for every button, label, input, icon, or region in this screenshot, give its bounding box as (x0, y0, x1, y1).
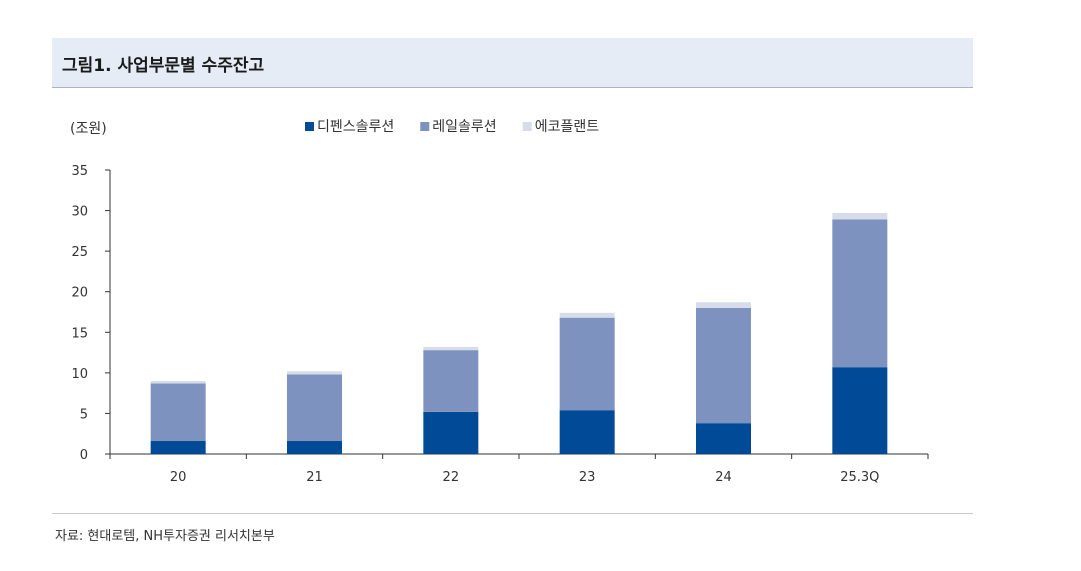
x-tick-label: 20 (170, 470, 187, 485)
y-tick-label: 0 (80, 448, 88, 463)
bar-segment-1 (287, 441, 342, 454)
x-tick-label: 23 (579, 470, 596, 485)
x-tick-label: 21 (306, 470, 323, 485)
y-tick-label: 30 (71, 205, 88, 220)
figure-title: 그림1. 사업부문별 수주잔고 (62, 56, 265, 76)
bottom-divider (52, 513, 973, 514)
x-axis: 20 21 22 23 24 25.3Q (109, 453, 929, 485)
bar-segment-3 (287, 371, 342, 375)
bar-segment-3 (150, 380, 206, 384)
figure-title-bar: 그림1. 사업부문별 수주잔고 (52, 38, 973, 88)
bar-segment-3 (832, 213, 888, 220)
y-tick-label: 20 (71, 286, 88, 301)
legend-swatch (522, 122, 532, 131)
y-tick-label: 15 (71, 326, 88, 341)
source-note: 자료: 현대로템, NH투자증권 리서치본부 (55, 529, 275, 544)
bar-segment-2 (287, 374, 342, 442)
bar-segment-2 (696, 307, 751, 424)
bar-segment-2 (423, 350, 479, 412)
bar-segment-1 (696, 423, 751, 454)
bar-segment-1 (832, 367, 888, 454)
y-tick-label: 35 (71, 164, 88, 179)
y-axis-unit-label: (조원) (70, 121, 107, 137)
bar-segment-2 (150, 383, 206, 442)
legend-label: 레일솔루션 (432, 119, 496, 135)
y-tick-label: 25 (71, 245, 88, 260)
bar-segment-2 (559, 317, 615, 411)
chart-legend: 디펜스솔루션 레일솔루션 에코플랜트 (305, 119, 599, 135)
bar-segment-1 (150, 441, 206, 454)
y-tick-label: 5 (80, 407, 88, 422)
bar-segment-3 (423, 346, 479, 351)
legend-label: 디펜스솔루션 (317, 119, 394, 135)
bar-segment-1 (423, 411, 479, 454)
legend-label: 에코플랜트 (535, 119, 600, 135)
x-tick-label: 25.3Q (840, 470, 879, 485)
bar-segment-2 (832, 219, 888, 368)
bars-group (150, 213, 888, 454)
x-tick-label: 24 (715, 470, 732, 485)
bar-segment-1 (559, 410, 615, 454)
bar-segment-3 (696, 302, 751, 308)
y-axis: 0 5 10 15 20 25 30 35 (71, 164, 111, 463)
x-tick-label: 22 (443, 470, 460, 485)
bar-segment-3 (559, 312, 615, 318)
legend-swatch (420, 122, 430, 131)
y-tick-label: 10 (71, 367, 88, 382)
legend-swatch (305, 122, 314, 131)
